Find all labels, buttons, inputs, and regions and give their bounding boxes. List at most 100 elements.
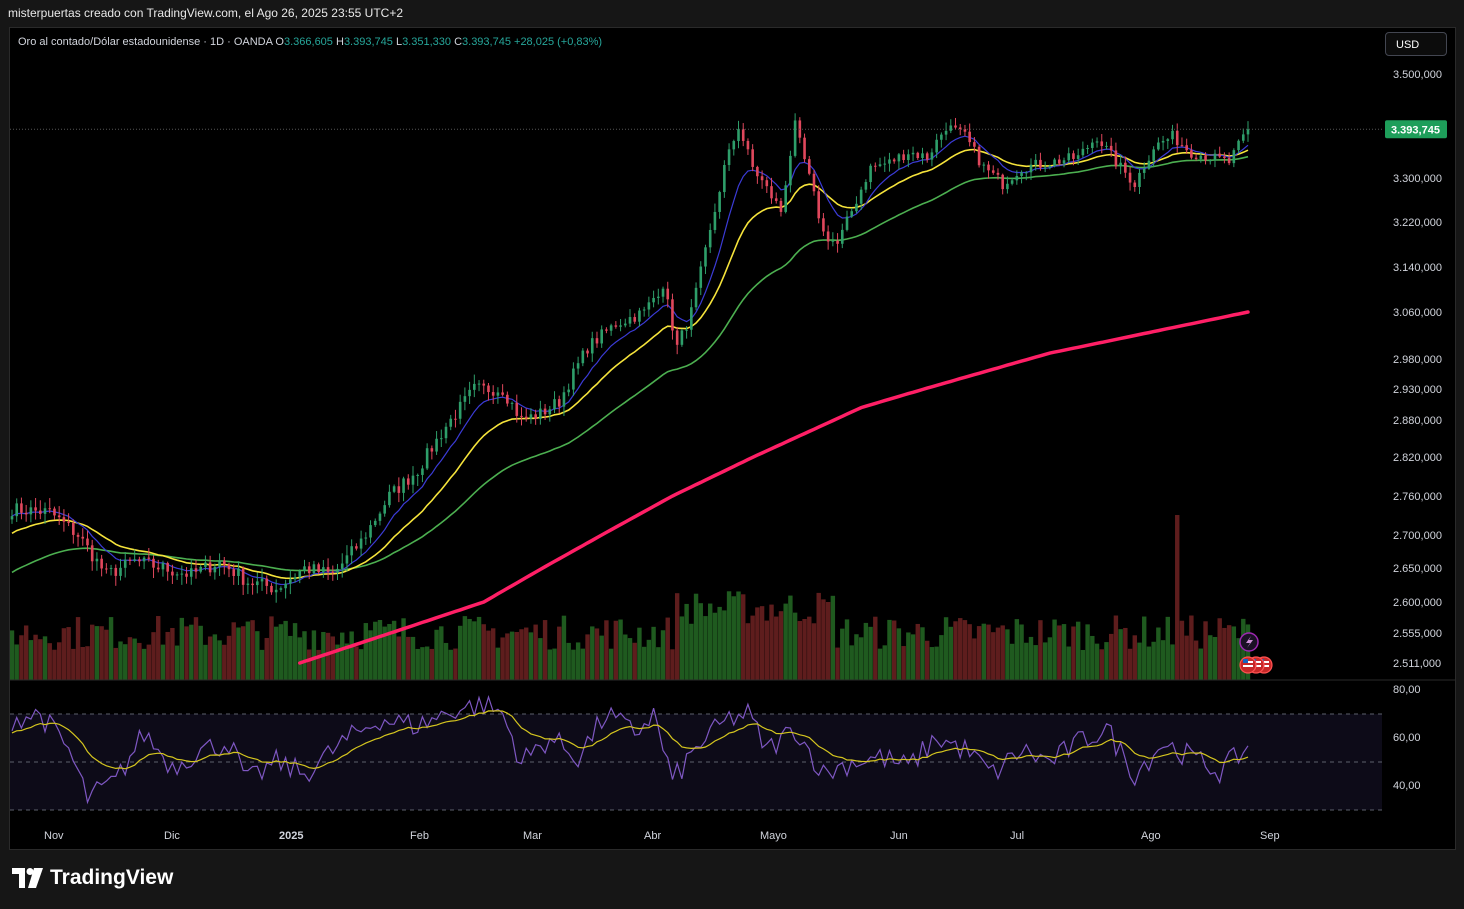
time-axis-label: Sep — [1260, 830, 1280, 842]
candle-body — [246, 583, 250, 585]
candle-body — [482, 383, 486, 386]
candle-body — [751, 149, 754, 167]
volume-bar — [401, 618, 406, 680]
candle-body — [284, 583, 287, 589]
candle — [595, 331, 599, 348]
volume-bar — [387, 624, 392, 680]
candle-body — [10, 516, 14, 520]
rsi-pane — [10, 679, 1455, 811]
candle — [713, 203, 717, 234]
candle — [793, 113, 797, 158]
candle-body — [289, 579, 292, 584]
volume-bar — [566, 642, 571, 680]
candle — [289, 569, 292, 595]
chart-canvas[interactable]: 3.500,000 3.300,000 3.220,000 3.140,000 3.06… — [10, 28, 1455, 849]
rsi-tick-label: 40,00 — [1393, 780, 1421, 792]
candle — [86, 530, 89, 552]
candle — [331, 565, 335, 581]
candle — [1232, 148, 1236, 168]
candle-body — [557, 399, 561, 407]
volume-bar — [561, 615, 567, 680]
candle-body — [623, 323, 627, 326]
volume-bar — [637, 627, 642, 680]
candle-body — [774, 198, 778, 201]
candle — [647, 296, 651, 317]
candle-body — [29, 507, 33, 515]
volume-bar — [1094, 643, 1100, 680]
candle — [373, 518, 377, 527]
candle-body — [260, 578, 264, 582]
candle — [760, 170, 764, 189]
candle — [218, 553, 221, 576]
currency-button[interactable]: USD — [1385, 32, 1447, 56]
candle — [307, 562, 311, 580]
candle — [204, 555, 207, 571]
volume-bar — [759, 606, 765, 680]
candle-body — [166, 563, 169, 572]
candle-body — [807, 159, 811, 174]
candle — [161, 560, 165, 577]
candle — [831, 232, 835, 247]
volume-bar — [358, 649, 364, 680]
chart-frame[interactable]: 3.500,000 3.300,000 3.220,000 3.140,000 3.06… — [9, 27, 1456, 850]
candle-body — [718, 192, 721, 212]
candle-body — [916, 152, 920, 159]
candle-body — [572, 368, 575, 390]
candle — [1128, 166, 1132, 191]
candle — [878, 157, 882, 168]
volume-bar — [934, 646, 939, 680]
candle-body — [1180, 145, 1184, 147]
candle — [586, 348, 589, 358]
candle — [543, 404, 547, 420]
volume-bar — [882, 645, 887, 680]
candle — [1067, 147, 1071, 164]
candle — [491, 385, 495, 404]
candle-body — [189, 568, 193, 577]
candle — [840, 223, 844, 249]
volume-bar — [821, 599, 826, 680]
volume-bar — [495, 647, 501, 680]
candle-body — [279, 588, 283, 590]
candle-body — [1020, 172, 1023, 176]
candle — [317, 562, 320, 575]
candle — [548, 405, 552, 422]
volume-bar — [273, 626, 279, 680]
volume-bar — [340, 632, 345, 680]
candle — [930, 148, 934, 167]
volume-bar — [797, 621, 803, 680]
volume-bar — [75, 617, 81, 680]
volume-bar — [467, 618, 472, 680]
candle — [1194, 153, 1198, 161]
candle — [803, 133, 806, 163]
candle — [864, 179, 868, 193]
candle-body — [355, 546, 358, 549]
volume-bar — [141, 648, 147, 680]
volume-bar — [231, 622, 236, 680]
candle-body — [789, 155, 792, 186]
candle — [765, 176, 769, 193]
candle-body — [760, 176, 764, 181]
volume-bar — [575, 642, 581, 680]
candle-body — [944, 130, 948, 135]
volume-bar — [1193, 640, 1199, 680]
candle — [1124, 156, 1127, 178]
candle — [411, 466, 415, 494]
volume-bar — [627, 638, 633, 680]
candle — [534, 409, 537, 425]
candle — [487, 382, 490, 401]
volume-bar — [269, 616, 274, 680]
candle-body — [421, 468, 424, 475]
candle-body — [406, 478, 410, 485]
volume-bar — [1099, 649, 1104, 680]
volume-bar — [891, 620, 897, 680]
volume-bar — [184, 626, 189, 680]
candle-body — [138, 559, 141, 562]
candle — [1001, 173, 1004, 195]
candle-body — [20, 503, 23, 513]
volume-bar — [217, 640, 222, 680]
candle-body — [590, 338, 594, 354]
candle — [477, 380, 481, 392]
time-axis-label: Jun — [890, 830, 908, 842]
candle — [699, 261, 703, 296]
volume-bar — [538, 638, 543, 680]
